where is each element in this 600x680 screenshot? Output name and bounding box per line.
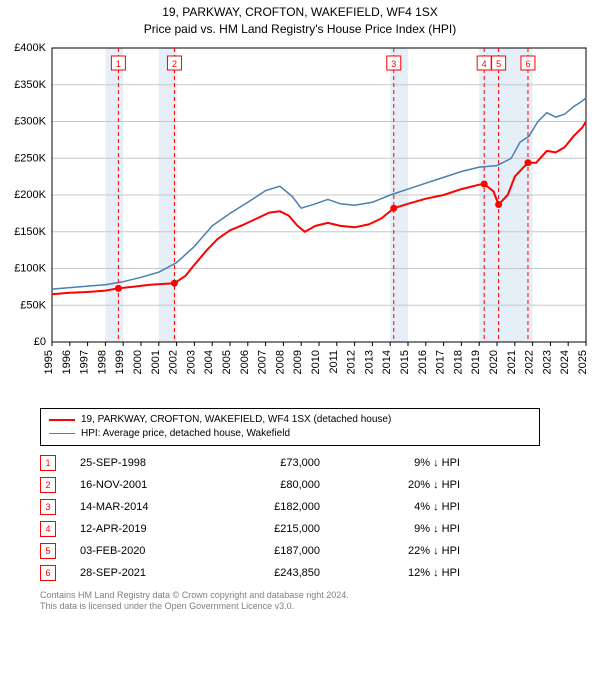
- event-date: 28-SEP-2021: [80, 567, 210, 579]
- event-date: 03-FEB-2020: [80, 545, 210, 557]
- footnote: Contains HM Land Registry data © Crown c…: [40, 590, 590, 613]
- footnote-line: Contains HM Land Registry data © Crown c…: [40, 590, 590, 602]
- event-row: 6 28-SEP-2021£243,85012% ↓ HPI: [40, 562, 590, 584]
- event-delta: 9% ↓ HPI: [350, 523, 460, 535]
- svg-text:2013: 2013: [363, 350, 375, 374]
- svg-text:2021: 2021: [506, 350, 518, 374]
- svg-text:2018: 2018: [452, 350, 464, 374]
- svg-text:1995: 1995: [43, 350, 55, 374]
- price-chart: £0 £50K £100K £150K £200K £250K £300K £350K £400…: [10, 42, 590, 402]
- event-price: £187,000: [210, 545, 350, 557]
- legend-swatch: [49, 419, 75, 421]
- svg-text:£200K: £200K: [14, 189, 46, 201]
- svg-text:2003: 2003: [185, 350, 197, 374]
- events-table: 125-SEP-1998£73,0009% ↓ HPI216-NOV-2001£…: [40, 452, 590, 584]
- svg-text:£400K: £400K: [14, 42, 46, 54]
- svg-text:2010: 2010: [310, 350, 322, 374]
- svg-text:2005: 2005: [221, 350, 233, 374]
- svg-text:2009: 2009: [292, 350, 304, 374]
- svg-text:2016: 2016: [417, 350, 429, 374]
- event-delta: 12% ↓ HPI: [350, 567, 460, 579]
- svg-text:1999: 1999: [114, 350, 126, 374]
- svg-text:£0: £0: [34, 336, 46, 348]
- event-price: £243,850: [210, 567, 350, 579]
- event-delta: 22% ↓ HPI: [350, 545, 460, 557]
- svg-text:£50K: £50K: [20, 299, 46, 311]
- event-date: 12-APR-2019: [80, 523, 210, 535]
- footnote-line: This data is licensed under the Open Gov…: [40, 601, 590, 613]
- event-date: 16-NOV-2001: [80, 479, 210, 491]
- event-marker: 4: [40, 521, 56, 537]
- svg-text:2017: 2017: [435, 350, 447, 374]
- svg-text:2: 2: [172, 59, 177, 69]
- event-price: £73,000: [210, 457, 350, 469]
- legend: 19, PARKWAY, CROFTON, WAKEFIELD, WF4 1SX…: [40, 408, 540, 446]
- event-price: £215,000: [210, 523, 350, 535]
- svg-text:2014: 2014: [381, 350, 393, 374]
- svg-text:1997: 1997: [79, 350, 91, 374]
- svg-text:2012: 2012: [346, 350, 358, 374]
- legend-label: HPI: Average price, detached house, Wake…: [81, 428, 290, 439]
- event-date: 25-SEP-1998: [80, 457, 210, 469]
- event-marker: 6: [40, 565, 56, 581]
- svg-text:2022: 2022: [524, 350, 536, 374]
- svg-text:1: 1: [116, 59, 121, 69]
- event-marker: 5: [40, 543, 56, 559]
- svg-text:3: 3: [391, 59, 396, 69]
- svg-text:2023: 2023: [541, 350, 553, 374]
- event-row: 2 16-NOV-2001£80,00020% ↓ HPI: [40, 474, 590, 496]
- svg-text:1998: 1998: [96, 350, 108, 374]
- legend-item: 19, PARKWAY, CROFTON, WAKEFIELD, WF4 1SX…: [49, 413, 531, 427]
- event-date: 14-MAR-2014: [80, 501, 210, 513]
- svg-text:2008: 2008: [274, 350, 286, 374]
- legend-label: 19, PARKWAY, CROFTON, WAKEFIELD, WF4 1SX…: [81, 414, 391, 425]
- event-row: 4 12-APR-2019£215,0009% ↓ HPI: [40, 518, 590, 540]
- legend-item: HPI: Average price, detached house, Wake…: [49, 427, 531, 441]
- page-title: 19, PARKWAY, CROFTON, WAKEFIELD, WF4 1SX: [10, 4, 590, 21]
- event-row: 1 25-SEP-1998£73,0009% ↓ HPI: [40, 452, 590, 474]
- svg-text:4: 4: [482, 59, 487, 69]
- svg-text:2015: 2015: [399, 350, 411, 374]
- svg-text:£300K: £300K: [14, 115, 46, 127]
- svg-text:2001: 2001: [150, 350, 162, 374]
- svg-text:1996: 1996: [61, 350, 73, 374]
- svg-text:2004: 2004: [203, 350, 215, 374]
- event-price: £182,000: [210, 501, 350, 513]
- event-row: 5 03-FEB-2020£187,00022% ↓ HPI: [40, 540, 590, 562]
- event-delta: 9% ↓ HPI: [350, 457, 460, 469]
- svg-text:£350K: £350K: [14, 78, 46, 90]
- svg-text:2024: 2024: [559, 350, 571, 374]
- svg-text:6: 6: [525, 59, 530, 69]
- event-marker: 2: [40, 477, 56, 493]
- svg-text:2019: 2019: [470, 350, 482, 374]
- svg-text:£100K: £100K: [14, 262, 46, 274]
- legend-swatch: [49, 433, 75, 434]
- event-price: £80,000: [210, 479, 350, 491]
- event-marker: 1: [40, 455, 56, 471]
- event-delta: 4% ↓ HPI: [350, 501, 460, 513]
- svg-text:£250K: £250K: [14, 152, 46, 164]
- event-marker: 3: [40, 499, 56, 515]
- svg-text:2011: 2011: [328, 350, 340, 374]
- svg-text:5: 5: [496, 59, 501, 69]
- chart-container: £0 £50K £100K £150K £200K £250K £300K £350K £400…: [10, 42, 590, 402]
- page-root: { "header": { "address": "19, PARKWAY, C…: [0, 0, 600, 680]
- svg-text:2007: 2007: [257, 350, 269, 374]
- svg-text:£150K: £150K: [14, 225, 46, 237]
- svg-text:2025: 2025: [577, 350, 589, 374]
- svg-text:2002: 2002: [168, 350, 180, 374]
- svg-text:2020: 2020: [488, 350, 500, 374]
- page-subtitle: Price paid vs. HM Land Registry's House …: [10, 21, 590, 38]
- event-delta: 20% ↓ HPI: [350, 479, 460, 491]
- svg-text:2000: 2000: [132, 350, 144, 374]
- event-row: 3 14-MAR-2014£182,0004% ↓ HPI: [40, 496, 590, 518]
- svg-text:2006: 2006: [239, 350, 251, 374]
